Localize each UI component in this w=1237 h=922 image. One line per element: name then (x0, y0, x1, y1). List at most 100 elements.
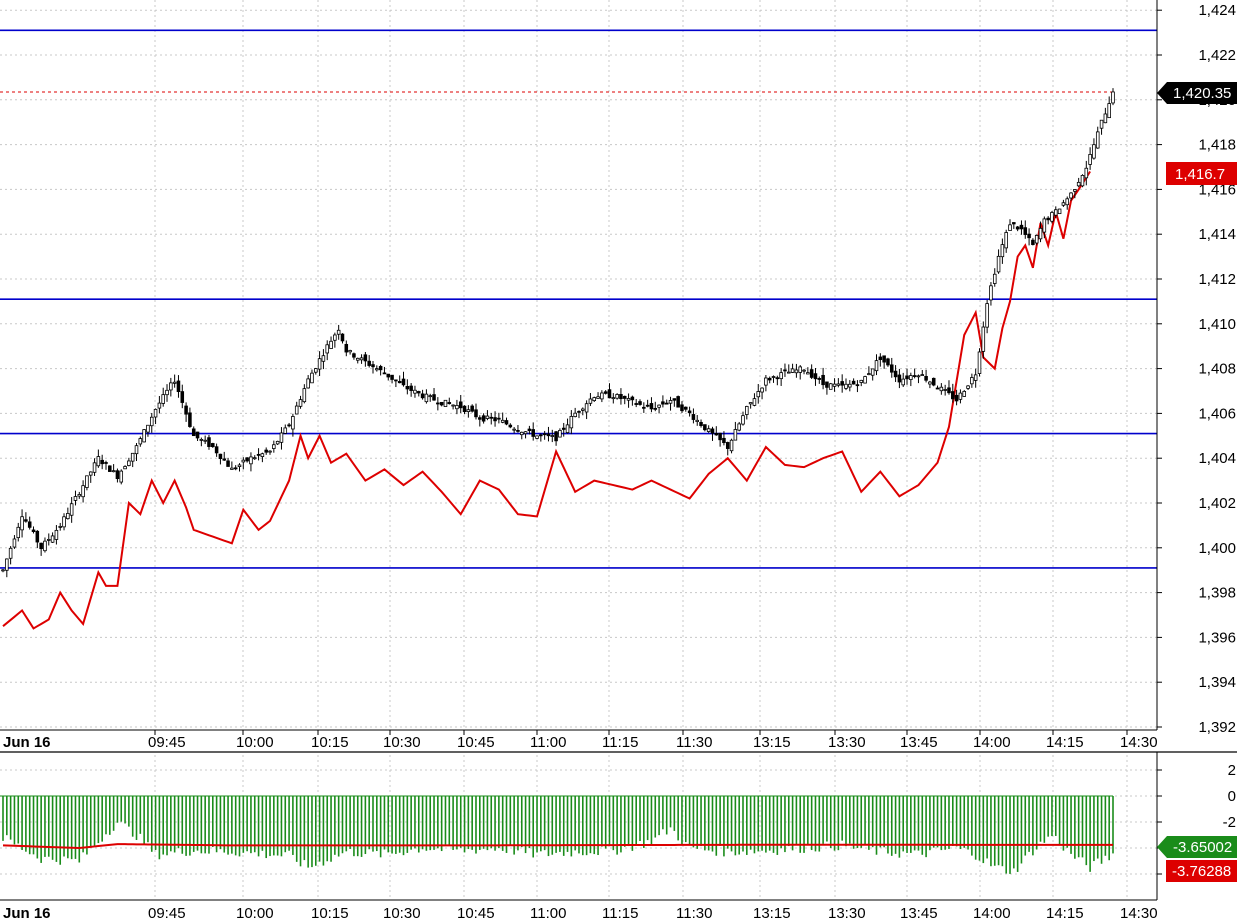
candle-body (1, 569, 5, 572)
candle-body (69, 503, 74, 516)
candle-body (813, 373, 818, 380)
candle-body (413, 389, 417, 394)
candle-body (970, 377, 974, 385)
candle-body (764, 377, 768, 386)
horizontal-levels[interactable] (0, 29, 1157, 569)
candle-body (294, 405, 299, 415)
ind-x-tick-label: 14:15 (1046, 905, 1084, 922)
candle-body (790, 368, 795, 373)
candle-body (184, 405, 188, 415)
candle-body (867, 373, 871, 376)
x-tick-label: 13:30 (828, 734, 866, 751)
candle-body (375, 368, 379, 371)
candle-body (104, 462, 108, 464)
candle-body (554, 431, 558, 442)
candle-body (146, 424, 150, 433)
candle-body (992, 273, 997, 284)
candle-body (115, 470, 120, 480)
x-tick-label: 10:15 (311, 734, 349, 751)
candle-body (844, 383, 848, 389)
candle-body (474, 409, 478, 418)
candle-body (470, 405, 474, 412)
candle-body (504, 420, 509, 425)
candle-body (317, 358, 322, 370)
candle-body (958, 392, 963, 400)
y-tick-label: 1,424 (1198, 2, 1236, 19)
candle-body (802, 369, 806, 372)
x-tick-label: 14:30 (1120, 734, 1158, 751)
candle-body (481, 415, 486, 422)
candle-body (565, 424, 570, 433)
candle-body (458, 401, 463, 409)
candle-body (310, 372, 314, 384)
candle-body (230, 467, 234, 470)
candle-body (905, 375, 909, 380)
candle-body (1069, 192, 1073, 199)
candle-body (5, 558, 9, 571)
candle-body (672, 398, 677, 401)
y-tick-label: 1,408 (1198, 361, 1236, 378)
ind-x-tick-label: 13:30 (828, 905, 866, 922)
candle-body (699, 422, 703, 426)
candle-body (272, 444, 276, 449)
candle-body (581, 408, 585, 411)
candle-body (111, 470, 116, 473)
signal-value-tag: -3.76288 (1172, 863, 1231, 880)
candle-body (363, 354, 368, 362)
candle-body (497, 417, 501, 420)
candle-body (1042, 218, 1047, 233)
candle-body (1034, 235, 1039, 244)
candle-body (825, 381, 829, 388)
ind-x-tick-label: 11:30 (676, 905, 712, 922)
candle-body (752, 398, 757, 406)
candle-body (817, 378, 822, 380)
candle-body (687, 410, 692, 414)
candle-body (771, 376, 776, 378)
candle-body (203, 439, 207, 442)
candle-body (378, 366, 383, 371)
candle-body (878, 356, 883, 361)
candle-body (550, 435, 555, 437)
candle-body (1061, 202, 1066, 206)
candle-body (298, 399, 303, 407)
candle-body (367, 360, 371, 366)
candle-body (748, 402, 753, 405)
candle-body (153, 408, 158, 418)
candle-body (1092, 144, 1096, 159)
candle-body (1050, 212, 1054, 222)
candle-body (756, 391, 761, 398)
candle-body (653, 407, 658, 410)
candle-body (1103, 113, 1108, 124)
candle-body (821, 374, 825, 386)
candle-body (172, 381, 177, 384)
candle-body (149, 416, 154, 427)
price-indicator-line (2, 170, 1091, 630)
candle-body (1019, 224, 1024, 230)
candle-body (901, 378, 905, 386)
candle-body (169, 382, 173, 391)
candle-body (718, 432, 722, 441)
candle-body (24, 519, 28, 522)
candle-body (237, 464, 242, 467)
candle-body (500, 419, 505, 423)
candle-body (508, 424, 513, 428)
ind-x-tick-label: 10:15 (311, 905, 349, 922)
candle-body (1076, 181, 1081, 187)
value-tags: 1,420.35 1,416.7 -3.65002 -3.76288 (1157, 82, 1237, 882)
indicator-bars (2, 796, 1114, 874)
candle-body (741, 415, 745, 425)
candle-body (371, 364, 375, 368)
candle-body (848, 383, 852, 388)
candle-body (588, 398, 593, 404)
candle-body (108, 465, 112, 472)
candle-body (291, 416, 295, 430)
candle-body (832, 383, 837, 387)
candle-body (256, 453, 261, 456)
x-tick-label: 13:15 (753, 734, 791, 751)
candle-body (870, 368, 875, 376)
x-tick-label: 10:00 (236, 734, 274, 751)
candle-body (397, 381, 402, 384)
candle-body (519, 431, 524, 436)
candle-body (195, 431, 200, 439)
ind-y-tick-label: 0 (1228, 788, 1236, 805)
